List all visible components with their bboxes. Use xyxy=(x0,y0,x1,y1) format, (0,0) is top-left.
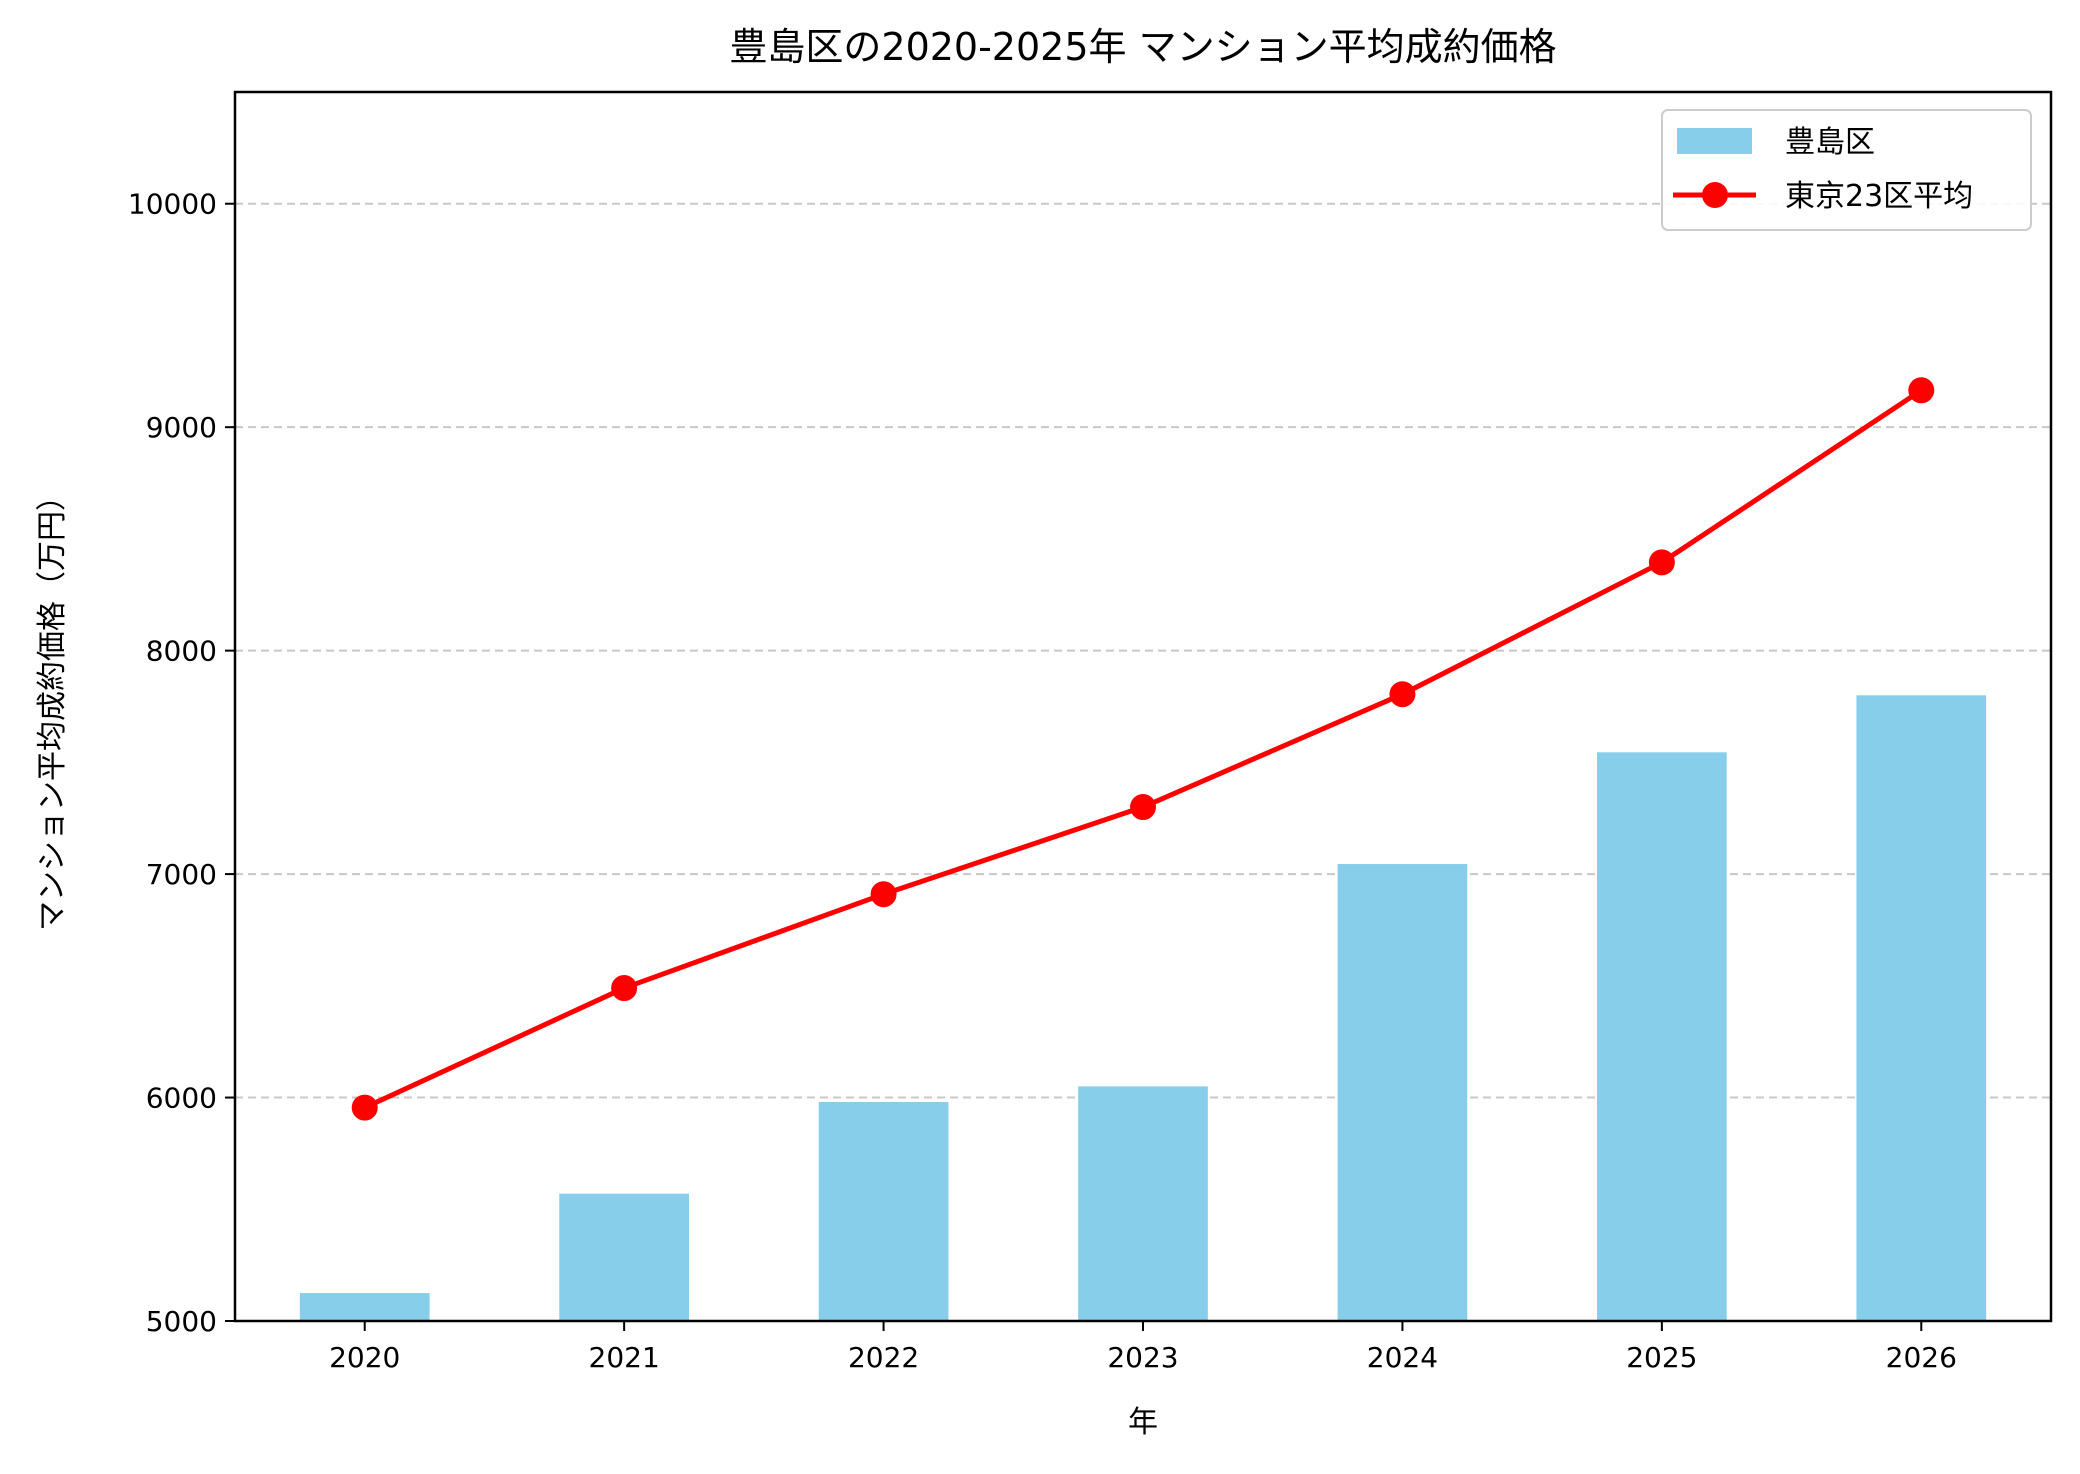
bar-2024 xyxy=(1337,864,1468,1321)
y-axis-label: マンション平均成約価格（万円） xyxy=(35,481,70,931)
legend-label-bar: 豊島区 xyxy=(1785,125,1875,160)
line-point-2024 xyxy=(1389,681,1416,708)
x-tick-label: 2021 xyxy=(589,1341,660,1374)
bar-series xyxy=(299,695,1987,1321)
line-point-2025 xyxy=(1648,549,1675,576)
bar-2022 xyxy=(818,1102,949,1321)
line-point-2023 xyxy=(1130,794,1156,821)
line-point-2026 xyxy=(1908,377,1935,404)
bar-2020 xyxy=(299,1293,430,1321)
legend: 豊島区 東京23区平均 xyxy=(1661,109,2032,231)
y-tick-label: 9000 xyxy=(146,411,217,444)
bar-2025 xyxy=(1597,752,1727,1321)
y-axis: 5000 6000 7000 8000 9000 10000 xyxy=(128,188,235,1338)
x-tick-label: 2023 xyxy=(1107,1341,1178,1374)
bar-2021 xyxy=(559,1193,689,1321)
line-point-2021 xyxy=(611,975,638,1002)
legend-swatch-marker xyxy=(1702,182,1728,208)
x-axis: 2020 2021 2022 2023 2024 2025 2026 xyxy=(329,1321,1957,1374)
y-tick-label: 5000 xyxy=(146,1305,217,1338)
chart-title: 豊島区の2020-2025年 マンション平均成約価格 xyxy=(729,25,1556,69)
x-tick-label: 2025 xyxy=(1626,1341,1697,1374)
x-tick-label: 2026 xyxy=(1886,1341,1957,1374)
y-tick-label: 6000 xyxy=(146,1082,217,1115)
line-series xyxy=(351,377,1935,1121)
line-point-2022 xyxy=(870,881,897,908)
x-tick-label: 2024 xyxy=(1367,1341,1438,1374)
x-tick-label: 2020 xyxy=(329,1341,400,1374)
y-tick-label: 10000 xyxy=(128,188,217,221)
legend-label-line: 東京23区平均 xyxy=(1785,179,1973,214)
legend-swatch-bar xyxy=(1677,128,1752,154)
bar-2026 xyxy=(1856,695,1987,1321)
legend-frame xyxy=(1661,109,2032,231)
bar-2023 xyxy=(1078,1086,1208,1321)
line-point-2020 xyxy=(351,1094,378,1121)
y-tick-label: 8000 xyxy=(146,635,217,668)
x-tick-label: 2022 xyxy=(848,1341,919,1374)
y-tick-label: 7000 xyxy=(146,858,217,891)
x-axis-label: 年 xyxy=(1128,1405,1158,1440)
